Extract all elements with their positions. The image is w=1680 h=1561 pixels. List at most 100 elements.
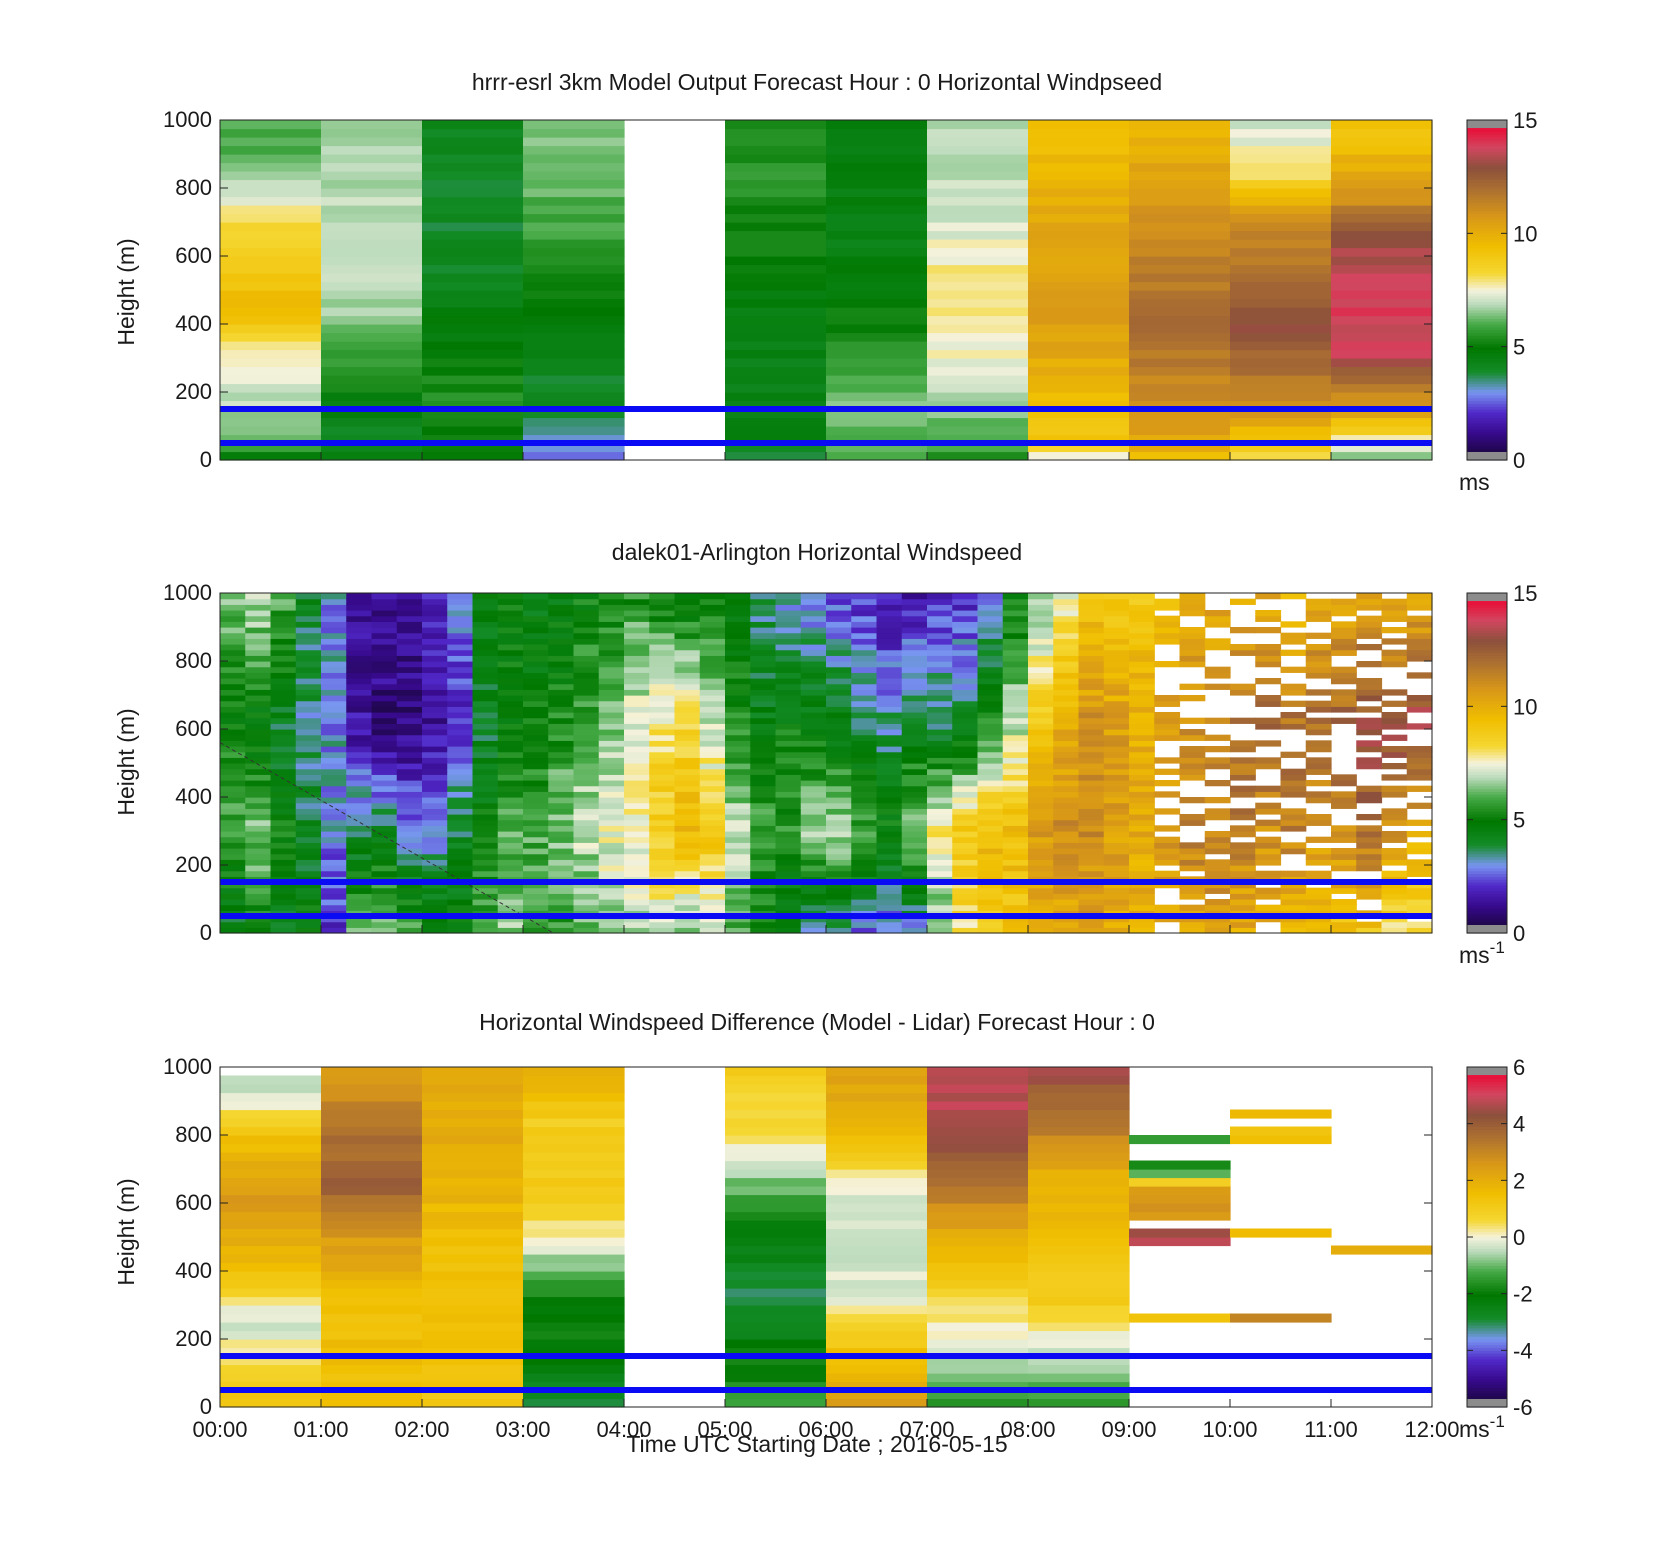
heatmap-cell xyxy=(1230,230,1332,240)
colorbar-segment xyxy=(1467,202,1507,206)
heatmap-cell xyxy=(901,842,928,849)
heatmap-cell xyxy=(800,904,827,911)
heatmap-cell xyxy=(548,632,575,639)
heatmap-cell xyxy=(1002,763,1029,770)
heatmap-cell xyxy=(1280,649,1307,656)
heatmap-cell xyxy=(1002,593,1029,600)
heatmap-cell xyxy=(1356,791,1383,798)
heatmap-cell xyxy=(447,683,474,690)
heatmap-cell xyxy=(472,927,499,934)
heatmap-cell xyxy=(1002,757,1029,764)
heatmap-cell xyxy=(346,870,373,877)
heatmap-cell xyxy=(396,808,423,815)
heatmap-cell xyxy=(1305,723,1332,730)
heatmap-cell xyxy=(523,1305,625,1315)
heatmap-cell xyxy=(220,700,246,707)
heatmap-cell xyxy=(851,899,878,906)
heatmap-cell xyxy=(1331,921,1357,928)
heatmap-cell xyxy=(952,746,979,753)
heatmap-cell xyxy=(573,740,600,747)
heatmap-cell xyxy=(1280,791,1307,798)
colorbar-segment xyxy=(1467,1265,1507,1269)
heatmap-cell xyxy=(826,1279,928,1289)
colorbar-tick-label: 15 xyxy=(1513,108,1537,133)
heatmap-cell xyxy=(220,723,246,730)
heatmap-cell xyxy=(725,666,751,673)
heatmap-cell xyxy=(497,802,524,809)
heatmap-cell xyxy=(1053,893,1080,900)
heatmap-cell xyxy=(901,638,928,645)
colorbar-segment xyxy=(1467,1101,1507,1105)
colorbar-frame xyxy=(1466,592,1508,934)
colorbar-segment xyxy=(1467,1118,1507,1122)
heatmap-cell xyxy=(1028,649,1054,656)
heatmap-cell xyxy=(1406,649,1433,656)
heatmap-cell xyxy=(1028,916,1054,923)
heatmap-cell xyxy=(1028,757,1054,764)
heatmap-cell xyxy=(775,797,802,804)
heatmap-cell xyxy=(447,598,474,605)
heatmap-cell xyxy=(1103,825,1130,832)
heatmap-cell xyxy=(1406,593,1433,600)
colorbar-segment xyxy=(1467,341,1507,345)
heatmap-cell xyxy=(674,814,701,821)
heatmap-cell xyxy=(220,610,246,617)
heatmap-cell xyxy=(598,785,625,792)
heatmap-cell xyxy=(523,632,549,639)
heatmap-cell xyxy=(523,196,625,206)
heatmap-cell xyxy=(1230,315,1332,325)
heatmap-cell xyxy=(523,836,549,843)
heatmap-cell xyxy=(1028,315,1130,325)
heatmap-cell xyxy=(927,1084,1029,1094)
heatmap-cell xyxy=(1356,706,1383,713)
heatmap-cell xyxy=(321,1364,423,1374)
heatmap-cell xyxy=(598,893,625,900)
colorbar-segment xyxy=(1467,797,1507,801)
heatmap-cell xyxy=(1028,712,1054,719)
heatmap-cell xyxy=(1305,870,1332,877)
panel-model-reference-lines xyxy=(220,406,1432,446)
heatmap-cell xyxy=(927,1296,1029,1306)
heatmap-cell xyxy=(901,615,928,622)
heatmap-cell xyxy=(245,921,272,928)
heatmap-cell xyxy=(371,683,398,690)
heatmap-cell xyxy=(346,853,373,860)
heatmap-cell xyxy=(1356,593,1383,600)
heatmap-cell xyxy=(1331,179,1433,189)
heatmap-cell xyxy=(422,188,524,198)
heatmap-cell xyxy=(422,1186,524,1196)
heatmap-cell xyxy=(1028,1101,1130,1111)
heatmap-cell xyxy=(826,1330,928,1340)
heatmap-cell xyxy=(977,632,1004,639)
heatmap-cell xyxy=(220,1245,322,1255)
colorbar-cap-top xyxy=(1467,1067,1507,1075)
colorbar-segment xyxy=(1467,1279,1507,1283)
heatmap-cell xyxy=(725,649,751,656)
heatmap-cell xyxy=(851,893,878,900)
heatmap-cell xyxy=(1255,661,1282,668)
heatmap-cell xyxy=(649,604,676,611)
heatmap-cell xyxy=(1028,273,1130,283)
colorbar-segment xyxy=(1467,850,1507,855)
heatmap-cell xyxy=(371,785,398,792)
colorbar-segment xyxy=(1467,655,1507,659)
colorbar-segment xyxy=(1467,213,1507,217)
heatmap-cell xyxy=(1028,593,1054,600)
colorbar-segment xyxy=(1467,1120,1507,1125)
heatmap-cell xyxy=(699,870,726,877)
heatmap-cell xyxy=(1230,188,1332,198)
heatmap-cell xyxy=(800,916,827,923)
heatmap-cell xyxy=(851,774,878,781)
heatmap-cell xyxy=(699,632,726,639)
colorbar-cap-bottom xyxy=(1467,1399,1507,1407)
heatmap-cell xyxy=(1028,1330,1130,1340)
heatmap-cell xyxy=(548,593,575,600)
heatmap-cell xyxy=(876,842,903,849)
heatmap-cell xyxy=(800,921,827,928)
heatmap-cell xyxy=(220,1177,322,1187)
heatmap-cell xyxy=(699,814,726,821)
heatmap-cell xyxy=(295,814,322,821)
heatmap-cell xyxy=(876,887,903,894)
heatmap-cell xyxy=(901,893,928,900)
heatmap-cell xyxy=(523,791,549,798)
